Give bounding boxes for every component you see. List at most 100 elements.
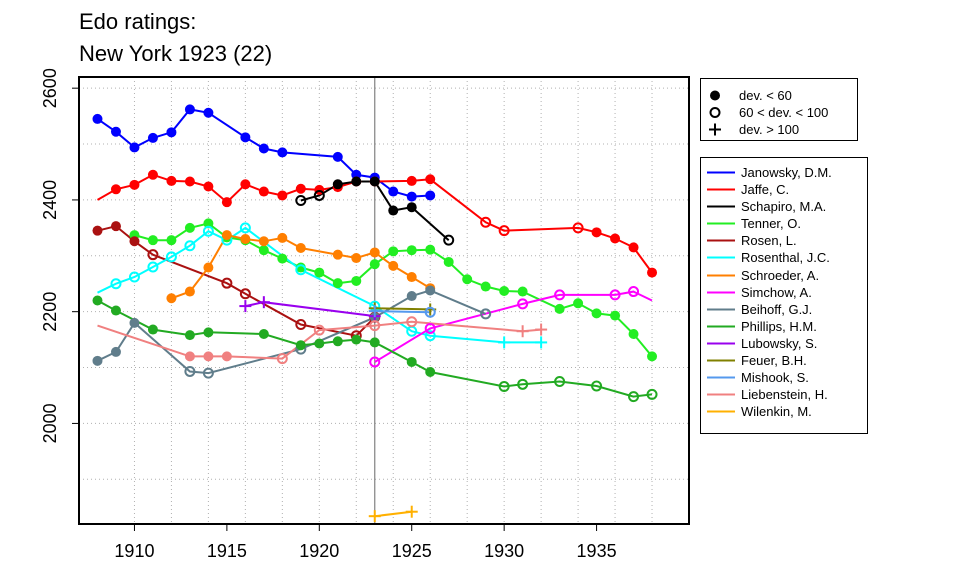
legend-line-swatch: [707, 188, 735, 191]
open-marker-icon: [709, 107, 721, 118]
data-point-filled: [166, 235, 177, 246]
data-point-filled: [351, 176, 362, 187]
data-point-filled: [129, 179, 140, 190]
legend-line-swatch: [707, 308, 735, 311]
data-point-filled: [591, 227, 602, 238]
data-point-filled: [425, 285, 436, 296]
legend-entry: Jaffe, C.: [701, 181, 867, 198]
legend-entry: Rosenthal, J.C.: [701, 249, 867, 266]
series-line: [374, 307, 431, 311]
data-point-open: [498, 381, 510, 393]
data-point-filled: [425, 174, 436, 185]
data-point-open: [313, 189, 325, 201]
data-point-open: [443, 234, 455, 246]
data-point-filled: [425, 244, 436, 255]
data-point-open: [184, 240, 196, 252]
legend-line-swatch: [707, 393, 735, 396]
data-point-filled: [425, 190, 436, 201]
data-point-filled: [240, 132, 251, 143]
data-point-filled: [443, 256, 454, 267]
y-axis: 2000 2200 2400 2600: [40, 68, 79, 443]
data-point-filled: [369, 337, 380, 348]
data-point-filled: [258, 245, 269, 256]
data-point-filled: [166, 175, 177, 186]
data-point-filled: [406, 272, 417, 283]
legend-label: Janowsky, D.M.: [741, 165, 832, 180]
legend-label: Rosen, L.: [741, 233, 797, 249]
series-line: [97, 225, 376, 337]
player-legend: Janowsky, D.M. Jaffe, C. Schapiro, M.A. Ten…: [700, 157, 868, 434]
legend-label: Schapiro, M.A.: [741, 199, 827, 215]
legend-entry: Rosen, L.: [701, 232, 867, 249]
data-point-open: [184, 365, 196, 377]
marker-legend-entry: dev. > 100: [701, 121, 857, 138]
marker-legend: dev. < 60 60 < dev. < 100 dev. > 100: [700, 78, 858, 141]
data-point-filled: [129, 142, 140, 153]
data-point-filled: [92, 355, 103, 366]
data-point-filled: [166, 293, 177, 304]
data-point-open: [609, 289, 621, 301]
data-point-filled: [388, 186, 399, 197]
data-point-filled: [110, 126, 121, 137]
legend-line-swatch: [707, 205, 735, 208]
data-point-plus: [368, 510, 381, 523]
data-point-open: [295, 194, 307, 206]
data-point-open: [646, 388, 658, 400]
legend-entry: Lubowsky, S.: [701, 335, 867, 352]
legend-entry: Feuer, B.H.: [701, 352, 867, 369]
data-point-filled: [92, 295, 103, 306]
data-point-open: [369, 356, 381, 368]
legend-line-swatch: [707, 239, 735, 242]
data-point-filled: [258, 143, 269, 154]
filled-marker-icon: [710, 90, 720, 101]
data-point-filled: [332, 179, 343, 190]
data-point-open: [147, 261, 159, 273]
data-point-filled: [332, 151, 343, 162]
data-point-filled: [628, 242, 639, 253]
data-point-filled: [129, 317, 140, 328]
data-point-filled: [184, 286, 195, 297]
data-point-filled: [647, 267, 658, 278]
data-point-filled: [610, 233, 621, 244]
plot-frame: [78, 76, 690, 525]
data-point-open: [554, 376, 566, 388]
data-point-plus: [368, 305, 381, 318]
data-point-filled: [203, 327, 214, 338]
y-tick-label: 2000: [40, 403, 60, 443]
data-point-filled: [184, 176, 195, 187]
data-point-open: [276, 353, 288, 365]
data-point-filled: [406, 202, 417, 213]
data-point-filled: [110, 346, 121, 357]
data-point-filled: [295, 242, 306, 253]
data-point-open: [221, 277, 233, 289]
data-point-filled: [351, 334, 362, 345]
data-point-open: [517, 298, 529, 310]
legend-line-swatch: [707, 291, 735, 294]
y-tick-label: 2600: [40, 68, 60, 108]
legend-line-swatch: [707, 410, 735, 413]
legend-line-swatch: [707, 171, 735, 174]
marker-legend-label: 60 < dev. < 100: [739, 105, 829, 120]
filled-circle-icon: [710, 90, 720, 101]
data-point-open: [110, 278, 122, 290]
legend-entry: Phillips, H.M.: [701, 318, 867, 335]
data-point-plus: [535, 323, 548, 336]
marker-legend-label: dev. > 100: [739, 122, 800, 137]
data-point-filled: [610, 310, 621, 321]
legend-label: Tenner, O.: [741, 216, 801, 232]
legend-entry: Wilenkin, M.: [701, 403, 867, 420]
legend-entry: Tenner, O.: [701, 215, 867, 232]
data-point-filled: [110, 184, 121, 195]
data-point-filled: [425, 367, 436, 378]
legend-line-swatch: [707, 222, 735, 225]
data-point-open: [406, 316, 418, 328]
data-point-filled: [628, 329, 639, 340]
data-point-filled: [406, 245, 417, 256]
data-point-filled: [480, 281, 491, 292]
legend-label: Schroeder, A.: [741, 267, 820, 283]
chart-title-line2: New York 1923 (22): [79, 41, 273, 66]
data-point-filled: [203, 351, 214, 362]
data-point-open: [147, 249, 159, 261]
legend-label: Wilenkin, M.: [741, 404, 812, 420]
